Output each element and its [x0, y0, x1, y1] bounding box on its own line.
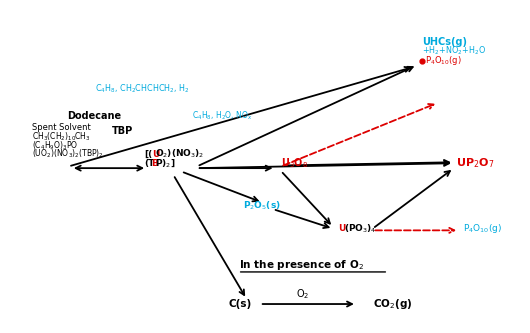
Text: (T: (T [144, 159, 155, 167]
Text: UHCs(g): UHCs(g) [422, 37, 467, 47]
Text: (PO$_3$)$_4$: (PO$_3$)$_4$ [344, 222, 377, 235]
Text: P$_4$O$_{10}$(g): P$_4$O$_{10}$(g) [426, 54, 462, 67]
Text: U: U [152, 150, 159, 159]
Text: Dodecane: Dodecane [67, 111, 121, 121]
Text: P$_4$O$_{10}$(g): P$_4$O$_{10}$(g) [463, 222, 502, 235]
Text: UP$_2$O$_7$: UP$_2$O$_7$ [456, 156, 495, 169]
Text: O$_2$)(NO$_3$)$_2$: O$_2$)(NO$_3$)$_2$ [155, 148, 205, 160]
Text: P)$_2$]: P)$_2$] [155, 157, 175, 169]
Text: (C$_4$H$_9$O)$_3$PO: (C$_4$H$_9$O)$_3$PO [32, 139, 78, 152]
Text: TBP: TBP [112, 126, 133, 136]
Text: CO$_2$(g): CO$_2$(g) [373, 297, 412, 311]
Text: B: B [151, 159, 158, 167]
Text: C$_4$H$_8$, CH$_2$CHCHCH$_2$, H$_2$: C$_4$H$_8$, CH$_2$CHCHCH$_2$, H$_2$ [94, 82, 189, 95]
Text: [(: [( [144, 150, 153, 159]
Text: CH$_3$(CH$_2$)$_{10}$CH$_3$: CH$_3$(CH$_2$)$_{10}$CH$_3$ [32, 131, 91, 143]
Text: O$_2$: O$_2$ [296, 287, 310, 301]
Text: U: U [339, 224, 346, 233]
Text: +H$_2$+NO$_2$+H$_2$O: +H$_2$+NO$_2$+H$_2$O [422, 45, 487, 57]
Text: U$_3$O$_8$: U$_3$O$_8$ [281, 157, 308, 170]
Text: P$_2$O$_5$(s): P$_2$O$_5$(s) [243, 199, 281, 212]
Text: (UO$_2$)(NO$_3$)$_2$(TBP)$_2$: (UO$_2$)(NO$_3$)$_2$(TBP)$_2$ [32, 148, 103, 160]
Text: In the presence of O$_2$: In the presence of O$_2$ [239, 258, 364, 272]
Text: Spent Solvent: Spent Solvent [32, 124, 91, 133]
Text: C$_4$H$_8$, H$_2$O, NO$_x$: C$_4$H$_8$, H$_2$O, NO$_x$ [191, 109, 252, 122]
Text: C(s): C(s) [228, 299, 252, 309]
